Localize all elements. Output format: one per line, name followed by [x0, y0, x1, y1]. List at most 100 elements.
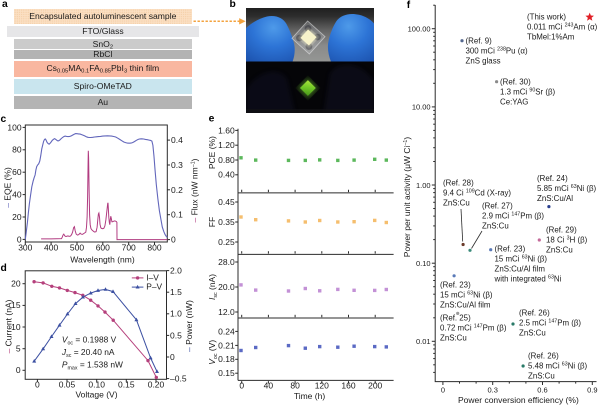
svg-text:1.0: 1.0 — [170, 309, 182, 319]
svg-text:0.15: 0.15 — [218, 368, 235, 378]
svg-text:Time (h): Time (h) — [294, 391, 325, 401]
svg-text:Power per unit activity (μW Ci: Power per unit activity (μW Ci–1​) — [402, 137, 412, 258]
svg-text:FF: FF — [207, 217, 217, 227]
svg-text:40: 40 — [12, 190, 22, 200]
svg-text:(Ref. 23): (Ref. 23) — [495, 245, 526, 254]
svg-text:120: 120 — [315, 381, 329, 391]
svg-text:300 mCi 238​Pu (α): 300 mCi 238​Pu (α) — [466, 47, 528, 56]
svg-text:ZnS:Cu/Al film: ZnS:Cu/Al film — [495, 265, 546, 274]
svg-text:2.9 mCi 147​Pm (β): 2.9 mCi 147​Pm (β) — [482, 212, 544, 221]
svg-text:15 mCi 63​Ni (β): 15 mCi 63​Ni (β) — [440, 291, 493, 300]
svg-text:1.3 mCi 90​Sr (β): 1.3 mCi 90​Sr (β) — [500, 88, 556, 97]
svg-text:PCE (%): PCE (%) — [207, 136, 217, 169]
svg-text:1.20: 1.20 — [218, 140, 235, 150]
svg-text:Voltage (V): Voltage (V) — [75, 390, 117, 400]
svg-text:(Ref. 29): (Ref. 29) — [546, 226, 577, 235]
svg-text:100.00: 100.00 — [408, 25, 431, 34]
svg-text:Voc​ = 0.1988 V: Voc​ = 0.1988 V — [62, 334, 117, 346]
svg-text:0.3: 0.3 — [171, 160, 183, 170]
svg-text:– EQE (%): – EQE (%) — [2, 167, 12, 208]
svg-text:Ce:YAG: Ce:YAG — [500, 98, 528, 107]
svg-text:20.0: 20.0 — [218, 282, 235, 292]
svg-text:0.10: 0.10 — [416, 259, 431, 268]
svg-text:0.05: 0.05 — [59, 380, 76, 390]
svg-text:0: 0 — [35, 380, 40, 390]
svg-text:with integrated 63​Ni: with integrated 63​Ni — [494, 275, 562, 284]
svg-text:–0.5: –0.5 — [170, 374, 187, 384]
svg-text:(Ref. 24): (Ref. 24) — [537, 174, 568, 183]
svg-text:0.35: 0.35 — [218, 217, 235, 227]
svg-text:(This work): (This work) — [527, 13, 566, 22]
svg-text:60: 60 — [12, 167, 22, 177]
svg-text:0.6: 0.6 — [537, 385, 547, 394]
svg-text:0.24: 0.24 — [218, 326, 235, 336]
svg-text:Pmax​ = 1.538 nW: Pmax​ = 1.538 nW — [62, 359, 123, 371]
svg-text:12.0: 12.0 — [218, 307, 235, 317]
svg-text:28.0: 28.0 — [218, 257, 235, 267]
svg-text:0.72 mCi 147​Pm (β): 0.72 mCi 147​Pm (β) — [440, 324, 507, 333]
svg-text:(Ref. 23): (Ref. 23) — [440, 281, 471, 290]
svg-text:(Ref. 30): (Ref. 30) — [500, 78, 531, 87]
svg-text:800: 800 — [147, 242, 161, 252]
svg-text:(Ref. 26): (Ref. 26) — [519, 309, 550, 318]
svg-text:0.25: 0.25 — [218, 237, 235, 247]
svg-text:400: 400 — [44, 242, 58, 252]
svg-text:ZnS:Cu: ZnS:Cu — [519, 329, 546, 338]
svg-text:0: 0 — [16, 365, 21, 375]
svg-text:20: 20 — [12, 212, 22, 222]
svg-text:0.20: 0.20 — [148, 380, 165, 390]
svg-text:80: 80 — [12, 145, 22, 155]
svg-text:500: 500 — [70, 242, 84, 252]
svg-text:(Ref. 28): (Ref. 28) — [443, 179, 474, 188]
svg-text:600: 600 — [96, 242, 110, 252]
svg-text:9.4 Ci 109​Cd (X-ray): 9.4 Ci 109​Cd (X-ray) — [443, 189, 511, 198]
svg-text:0.45: 0.45 — [218, 197, 235, 207]
svg-text:0.1: 0.1 — [171, 210, 183, 220]
svg-text:10: 10 — [11, 322, 21, 332]
svg-text:160: 160 — [341, 381, 355, 391]
svg-text:5.85 mCi 63​Ni (β): 5.85 mCi 63​Ni (β) — [537, 184, 596, 193]
svg-text:P–V: P–V — [146, 282, 162, 292]
svg-text:ZnS:Cu/Al film: ZnS:Cu/Al film — [440, 301, 491, 310]
svg-text:0.10: 0.10 — [88, 380, 105, 390]
svg-text:40: 40 — [264, 381, 274, 391]
svg-text:0.9: 0.9 — [587, 385, 597, 394]
svg-text:700: 700 — [122, 242, 136, 252]
svg-text:0: 0 — [441, 385, 445, 394]
svg-text:– Flux (nW nm–1​): – Flux (nW nm–1​) — [189, 158, 199, 222]
svg-text:0.5: 0.5 — [170, 330, 182, 340]
svg-text:ZnS glass: ZnS glass — [466, 57, 501, 66]
svg-text:– Power (nW): – Power (nW) — [184, 300, 194, 352]
svg-text:Jsc​ = 20.40 nA: Jsc​ = 20.40 nA — [61, 347, 115, 359]
svg-text:Wavelength (nm): Wavelength (nm) — [70, 255, 135, 265]
svg-text:ZnS:Cu: ZnS:Cu — [482, 222, 509, 231]
svg-text:ZnS:Cu: ZnS:Cu — [528, 372, 555, 381]
svg-text:0.80: 0.80 — [218, 155, 235, 165]
svg-text:(Ref. 26): (Ref. 26) — [528, 352, 559, 361]
svg-text:ZnS:Cu/Al: ZnS:Cu/Al — [537, 194, 573, 203]
svg-text:0.40: 0.40 — [218, 170, 235, 180]
svg-text:2.5 mCi 147​Pm (β): 2.5 mCi 147​Pm (β) — [519, 319, 581, 328]
svg-text:5: 5 — [16, 344, 21, 354]
svg-text:1.60: 1.60 — [218, 125, 235, 135]
svg-text:0: 0 — [239, 381, 244, 391]
svg-text:0.15: 0.15 — [118, 380, 135, 390]
svg-text:5.48 mCi 63​Ni (β): 5.48 mCi 63​Ni (β) — [528, 362, 587, 371]
svg-text:0: 0 — [17, 234, 22, 244]
svg-text:0.2: 0.2 — [171, 185, 183, 195]
svg-text:(Ref. 25): (Ref. 25) — [440, 314, 471, 323]
svg-text:0.01: 0.01 — [416, 337, 431, 346]
svg-text:c: c — [1, 114, 7, 125]
svg-text:0.18: 0.18 — [218, 354, 235, 364]
svg-text:15: 15 — [11, 300, 21, 310]
svg-text:0.21: 0.21 — [218, 340, 235, 350]
svg-text:2.0: 2.0 — [170, 266, 182, 276]
svg-text:200: 200 — [368, 381, 382, 391]
svg-text:18 Ci 3​H (β): 18 Ci 3​H (β) — [546, 236, 588, 245]
svg-text:(Ref. 27): (Ref. 27) — [482, 202, 513, 211]
svg-text:I–V: I–V — [146, 273, 159, 283]
svg-text:10.00: 10.00 — [412, 103, 431, 112]
svg-text:TbMel:1%Am: TbMel:1%Am — [527, 33, 575, 42]
svg-text:1.00: 1.00 — [416, 181, 431, 190]
svg-text:ZnS:Cu: ZnS:Cu — [440, 334, 467, 343]
